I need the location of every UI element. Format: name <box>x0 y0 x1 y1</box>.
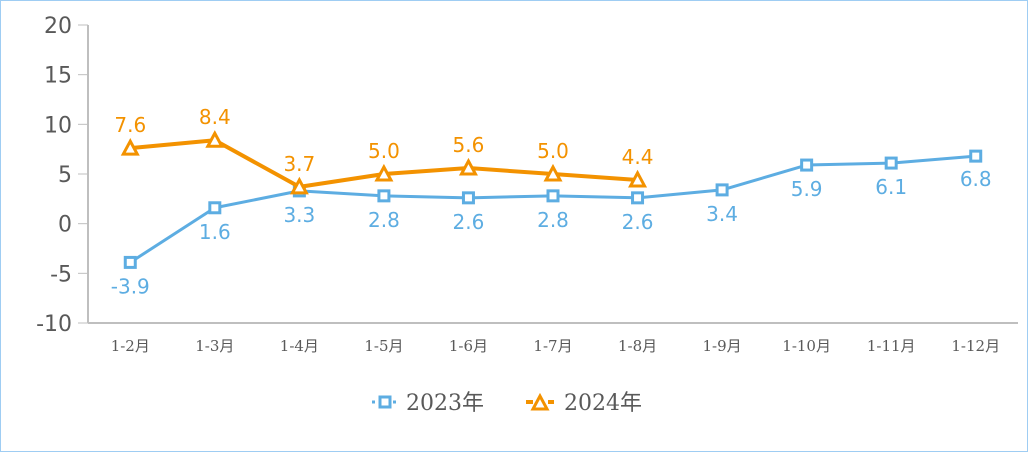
triangle-marker-icon <box>628 169 648 188</box>
square-marker-icon <box>631 191 645 205</box>
x-tick-label: 1-5月 <box>364 337 403 355</box>
square-marker-icon <box>546 189 560 203</box>
triangle-marker-icon <box>120 138 140 156</box>
series-2024年: 7.6 8.4 3.7 5.0 5.6 5.0 4.4 <box>114 105 654 195</box>
y-tick-label: 20 <box>44 14 72 39</box>
data-label: 5.0 <box>537 139 569 163</box>
square-marker-icon <box>377 189 391 203</box>
triangle-marker-icon <box>205 130 225 148</box>
legend-label-2023: 2023年 <box>406 391 484 416</box>
data-label: 3.4 <box>706 202 738 226</box>
data-label: 4.4 <box>622 145 654 169</box>
triangle-marker-icon <box>289 176 309 195</box>
data-label: 6.1 <box>875 175 907 199</box>
data-label: 5.9 <box>791 177 823 201</box>
series-layer: -3.9 1.6 3.3 2.8 2.6 2.8 2.6 3.4 5.9 6.1 6.8 7.6 8.4… <box>111 105 992 298</box>
data-label: 2.8 <box>537 208 569 232</box>
square-marker-icon <box>969 149 983 163</box>
series-2023年: -3.9 1.6 3.3 2.8 2.6 2.8 2.6 3.4 5.9 6.1 6.8 <box>111 149 992 298</box>
triangle-marker-icon <box>530 392 550 411</box>
data-label: 5.0 <box>368 139 400 163</box>
x-tick-label: 1-2月 <box>111 337 150 355</box>
data-label: 2.6 <box>622 210 654 234</box>
y-tick-label: 10 <box>44 113 72 138</box>
data-label: 7.6 <box>114 113 146 137</box>
x-tick-label: 1-9月 <box>703 337 742 355</box>
square-marker-icon <box>123 255 137 269</box>
x-tick-label: 1-3月 <box>195 337 234 355</box>
square-marker-icon <box>378 395 392 409</box>
data-label: 8.4 <box>199 105 231 129</box>
data-label: 1.6 <box>199 220 231 244</box>
y-tick-label: 0 <box>58 213 72 238</box>
y-tick-label: 15 <box>44 64 72 89</box>
square-marker-icon <box>800 158 814 172</box>
data-label: 2.6 <box>453 210 485 234</box>
x-tick-label: 1-12月 <box>951 337 1000 355</box>
x-tick-label: 1-11月 <box>867 337 916 355</box>
x-tick-label: 1-6月 <box>449 337 488 355</box>
data-label: -3.9 <box>111 274 150 298</box>
data-label: 3.3 <box>283 203 315 227</box>
triangle-marker-icon <box>458 157 478 176</box>
x-tick-label: 1-4月 <box>280 337 319 355</box>
triangle-marker-icon <box>543 163 563 182</box>
square-marker-icon <box>208 201 222 215</box>
data-label: 6.8 <box>960 167 992 191</box>
triangle-marker-icon <box>374 163 394 182</box>
square-marker-icon <box>461 191 475 205</box>
data-label: 2.8 <box>368 208 400 232</box>
axes: 20 15 10 5 0 -5 -10 1-2月 1-3月 1-4月 1-5月 1-6月 1-7月 1-8… <box>36 14 1018 355</box>
square-marker-icon <box>884 156 898 170</box>
y-tick-label: -10 <box>36 312 72 337</box>
y-tick-label: 5 <box>58 163 72 188</box>
data-label: 5.6 <box>453 133 485 157</box>
legend: 2023年 2024年 <box>372 391 642 416</box>
x-tick-label: 1-8月 <box>618 337 657 355</box>
x-tick-label: 1-10月 <box>782 337 831 355</box>
data-label: 3.7 <box>283 152 315 176</box>
legend-label-2024: 2024年 <box>564 391 642 416</box>
square-marker-icon <box>715 183 729 197</box>
y-tick-label: -5 <box>50 262 72 287</box>
x-tick-label: 1-7月 <box>533 337 572 355</box>
